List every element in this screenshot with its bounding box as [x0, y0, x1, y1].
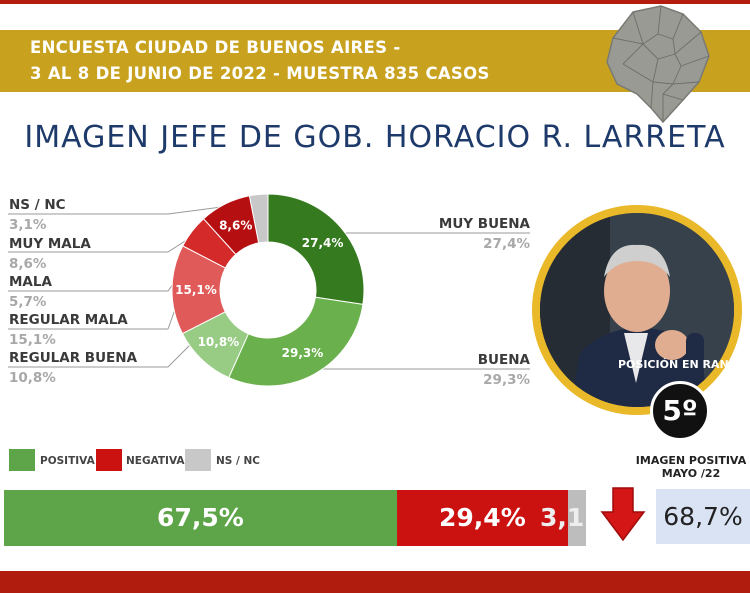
donut-label-muy-buena: 27,4%	[302, 236, 344, 250]
legend-label-ns-nc: NS / NC	[216, 455, 260, 467]
value-buena: 29,3%	[483, 372, 530, 388]
value-muy-mala: 8,6%	[9, 256, 47, 272]
previous-title: IMAGEN POSITIVA MAYO /22	[635, 454, 747, 480]
legend-swatch-ns-nc	[185, 449, 211, 471]
label-mala: MALA	[9, 274, 52, 290]
label-muy-buena: MUY BUENA	[438, 216, 530, 232]
donut-label-buena: 29,3%	[282, 346, 324, 360]
donut-label-muy-mala: 8,6%	[219, 219, 252, 233]
legend-label-positiva: POSITIVA	[40, 455, 95, 467]
person-photo	[540, 213, 734, 407]
value-mala: 5,7%	[9, 294, 47, 310]
label-ns-nc: NS / NC	[9, 197, 66, 213]
previous-value: 68,7%	[656, 489, 750, 544]
bar-negativa: 29,4%	[396, 490, 568, 546]
header-line-1: ENCUESTA CIUDAD DE BUENOS AIRES -	[30, 38, 401, 57]
top-border	[0, 0, 750, 4]
legend-label-negativa: NEGATIVA	[126, 455, 185, 467]
buenos-aires-map-icon	[606, 5, 710, 124]
header-line-2: 3 AL 8 DE JUNIO DE 2022 - MUESTRA 835 CA…	[30, 64, 490, 83]
donut-labels: 27,4% 29,3% 10,8% 15,1% 8,6%	[175, 219, 343, 361]
legend-swatch-negativa	[96, 449, 122, 471]
person-photo-frame	[532, 205, 742, 415]
ranking-label: POSICIÓN EN RANKING	[618, 358, 750, 371]
down-arrow-icon	[600, 487, 646, 542]
slice-buena	[228, 296, 364, 387]
donut-label-regular-buena: 10,8%	[198, 335, 240, 349]
slice-ns-nc	[248, 193, 269, 244]
legend-swatch-positiva	[9, 449, 35, 471]
label-buena: BUENA	[477, 352, 530, 368]
label-regular-mala: REGULAR MALA	[9, 312, 128, 328]
value-ns-nc: 3,1%	[9, 217, 47, 233]
bottom-border	[0, 571, 750, 593]
person-icon	[540, 213, 734, 407]
donut-slices	[171, 193, 365, 387]
value-muy-buena: 27,4%	[483, 236, 530, 252]
ranking-badge: 5º	[650, 381, 710, 441]
bar-ns-nc: 3,1	[539, 490, 586, 546]
label-regular-buena: REGULAR BUENA	[9, 350, 138, 366]
bar-positiva: 67,5%	[4, 490, 397, 546]
slice-muy-buena	[267, 193, 365, 305]
value-regular-mala: 15,1%	[9, 332, 56, 348]
value-regular-buena: 10,8%	[9, 370, 56, 386]
label-muy-mala: MUY MALA	[9, 236, 91, 252]
page-title: IMAGEN JEFE DE GOB. HORACIO R. LARRETA	[24, 120, 726, 155]
donut-label-regular-mala: 15,1%	[175, 283, 217, 297]
